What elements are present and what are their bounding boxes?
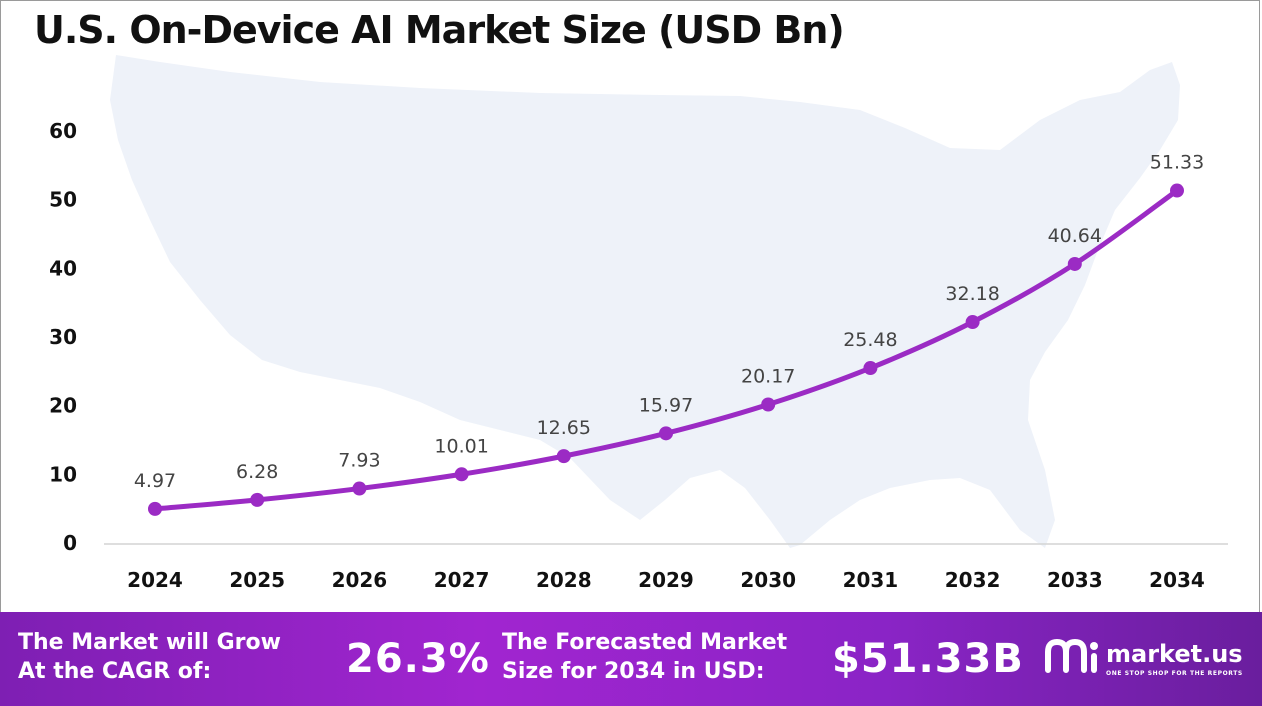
x-tick-label: 2030: [740, 568, 796, 592]
x-tick-label: 2026: [332, 568, 388, 592]
cagr-label: The Market will Grow At the CAGR of:: [18, 630, 281, 684]
data-label: 6.28: [236, 461, 278, 483]
data-point: [556, 449, 571, 464]
x-tick-label: 2034: [1149, 568, 1205, 592]
data-point: [1170, 183, 1184, 198]
y-tick-label: 20: [49, 394, 77, 418]
y-tick-label: 10: [49, 462, 77, 486]
forecast-label: The Forecasted Market Size for 2034 in U…: [502, 630, 788, 684]
data-point: [659, 426, 673, 441]
forecast-value: $51.33B: [832, 636, 1024, 682]
data-point: [965, 315, 980, 330]
data-label: 25.48: [843, 329, 897, 351]
x-tick-label: 2024: [127, 568, 183, 592]
data-labels: 4.97 6.28 7.93 10.01 12.65 15.97 20.17 25.48 32.…: [134, 152, 1204, 492]
brand-name: market.us: [1106, 640, 1243, 668]
chart-title: U.S. On-Device AI Market Size (USD Bn): [34, 8, 845, 52]
data-label: 40.64: [1048, 225, 1102, 247]
footer-banner: The Market will Grow At the CAGR of: 26.…: [0, 612, 1262, 706]
data-point: [1067, 256, 1082, 271]
brand: market.us ONE STOP SHOP FOR THE REPORTS: [1044, 634, 1254, 684]
data-label: 32.18: [945, 283, 999, 305]
x-axis-ticks: 2024 2025 2026 2027 2028 2029 2030 2031 2032 2033…: [127, 568, 1205, 592]
y-axis-ticks: 0 10 20 30 40 50 60: [49, 119, 77, 555]
cagr-value: 26.3%: [346, 636, 490, 682]
x-tick-label: 2027: [434, 568, 490, 592]
brand-tagline: ONE STOP SHOP FOR THE REPORTS: [1106, 670, 1243, 677]
y-tick-label: 40: [49, 256, 77, 280]
data-point: [352, 481, 367, 496]
data-label: 4.97: [134, 470, 176, 492]
data-label: 20.17: [741, 365, 795, 387]
data-label: 15.97: [639, 394, 693, 416]
x-tick-label: 2033: [1047, 568, 1103, 592]
data-point: [148, 501, 162, 516]
data-label: 10.01: [434, 435, 488, 457]
x-tick-label: 2029: [638, 568, 694, 592]
y-tick-label: 50: [49, 188, 77, 212]
y-tick-label: 30: [49, 325, 77, 349]
y-tick-label: 60: [49, 119, 77, 143]
data-label: 12.65: [537, 417, 591, 439]
x-tick-label: 2031: [843, 568, 899, 592]
data-point: [250, 492, 265, 507]
x-tick-label: 2032: [945, 568, 1001, 592]
x-tick-label: 2025: [229, 568, 285, 592]
data-point: [761, 397, 776, 412]
us-map-silhouette: [110, 55, 1180, 548]
data-label: 7.93: [338, 450, 380, 472]
y-tick-label: 0: [63, 531, 77, 555]
market-us-logo-icon: [1045, 638, 1098, 673]
x-tick-label: 2028: [536, 568, 592, 592]
data-points: [148, 183, 1184, 516]
data-label: 51.33: [1150, 152, 1204, 174]
data-point: [454, 467, 469, 482]
data-point: [863, 361, 878, 376]
